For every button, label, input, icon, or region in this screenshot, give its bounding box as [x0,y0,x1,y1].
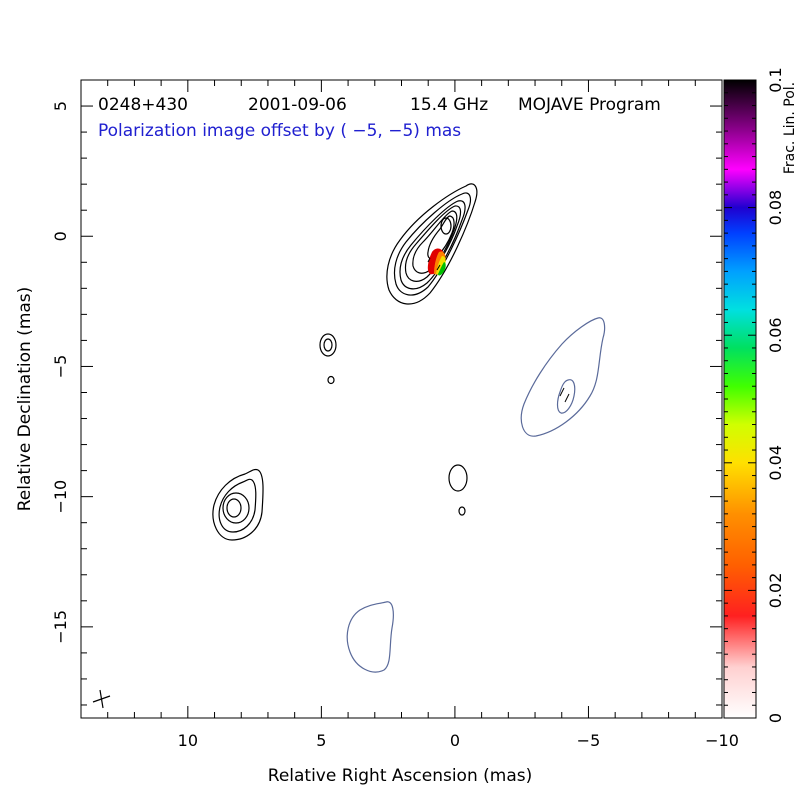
colorbar-tick-label: 0 [766,713,785,723]
source-name: 0248+430 [98,95,188,115]
x-tick-label: 0 [450,731,460,750]
axis-tick-labels: 10 5 0 −5 −10 5 0 −5 −10 −15 [51,101,739,750]
knot-c-contour-2 [218,478,257,533]
beam-minor-axis [99,689,104,709]
y-tick-label: 0 [51,231,70,241]
pol-core-inner [556,379,576,414]
knot-c-contour-4 [226,498,242,518]
pol-evpa-1 [559,387,565,397]
total-intensity-contours [92,183,478,709]
colorbar-tick-label: 0.08 [766,190,785,226]
observing-frequency: 15.4 GHz [410,95,488,115]
polarization-contours [346,317,606,673]
knot-d-contour [448,464,468,492]
colorbar-tick-label: 0.02 [766,573,785,609]
core-contour-5 [412,210,458,274]
knot-c-contour-3 [222,492,250,524]
y-tick-label: −5 [51,355,70,379]
x-tick-label: 5 [316,731,326,750]
pol-patch-green [438,262,446,276]
pol-core-contour [520,317,606,437]
pol-evpa-2 [564,393,570,403]
colorbar-label: Frac. Lin. Pol. [782,82,798,174]
pol-patch-yellow [436,256,446,275]
colorbar-tick-label: 0.04 [766,445,785,481]
y-tick-label: −10 [51,480,70,514]
plot-frame [80,79,723,719]
offset-note: Polarization image offset by ( −5, −5) m… [98,121,461,141]
colorbar-tick-label: 0.06 [766,317,785,353]
x-tick-label: −10 [705,731,739,750]
colorbar [723,79,757,719]
core-contour-1 [386,183,478,305]
observation-date: 2001-09-06 [248,95,347,115]
core-contour-2 [393,192,472,296]
x-axis-label: Relative Right Ascension (mas) [268,766,532,786]
knot-a-inner [323,338,333,352]
core-contour-4 [404,205,462,282]
pol-south-contour [346,601,394,673]
y-axis-label: Relative Declination (mas) [15,287,35,512]
colorbar-tick-label: 0.1 [766,67,785,92]
x-tick-label: 10 [178,731,198,750]
knot-a-outer [319,333,337,357]
evpa-tick-1 [427,257,431,263]
knot-e-contour [458,506,466,516]
axis-ticks [80,79,723,718]
x-tick-label: −5 [577,731,601,750]
fractional-polarization-patch [427,248,446,276]
evpa-tick-2 [436,264,441,271]
y-tick-label: −15 [51,610,70,644]
knot-c-contour-1 [212,468,264,541]
knot-b-contour [327,375,335,385]
core-peak-contour [440,217,452,235]
colorbar-ticks: 0 0.02 0.04 0.06 0.08 0.1 [724,67,785,723]
y-tick-label: 5 [51,101,70,111]
core-contour-3 [399,200,466,290]
program-name: MOJAVE Program [518,95,661,115]
